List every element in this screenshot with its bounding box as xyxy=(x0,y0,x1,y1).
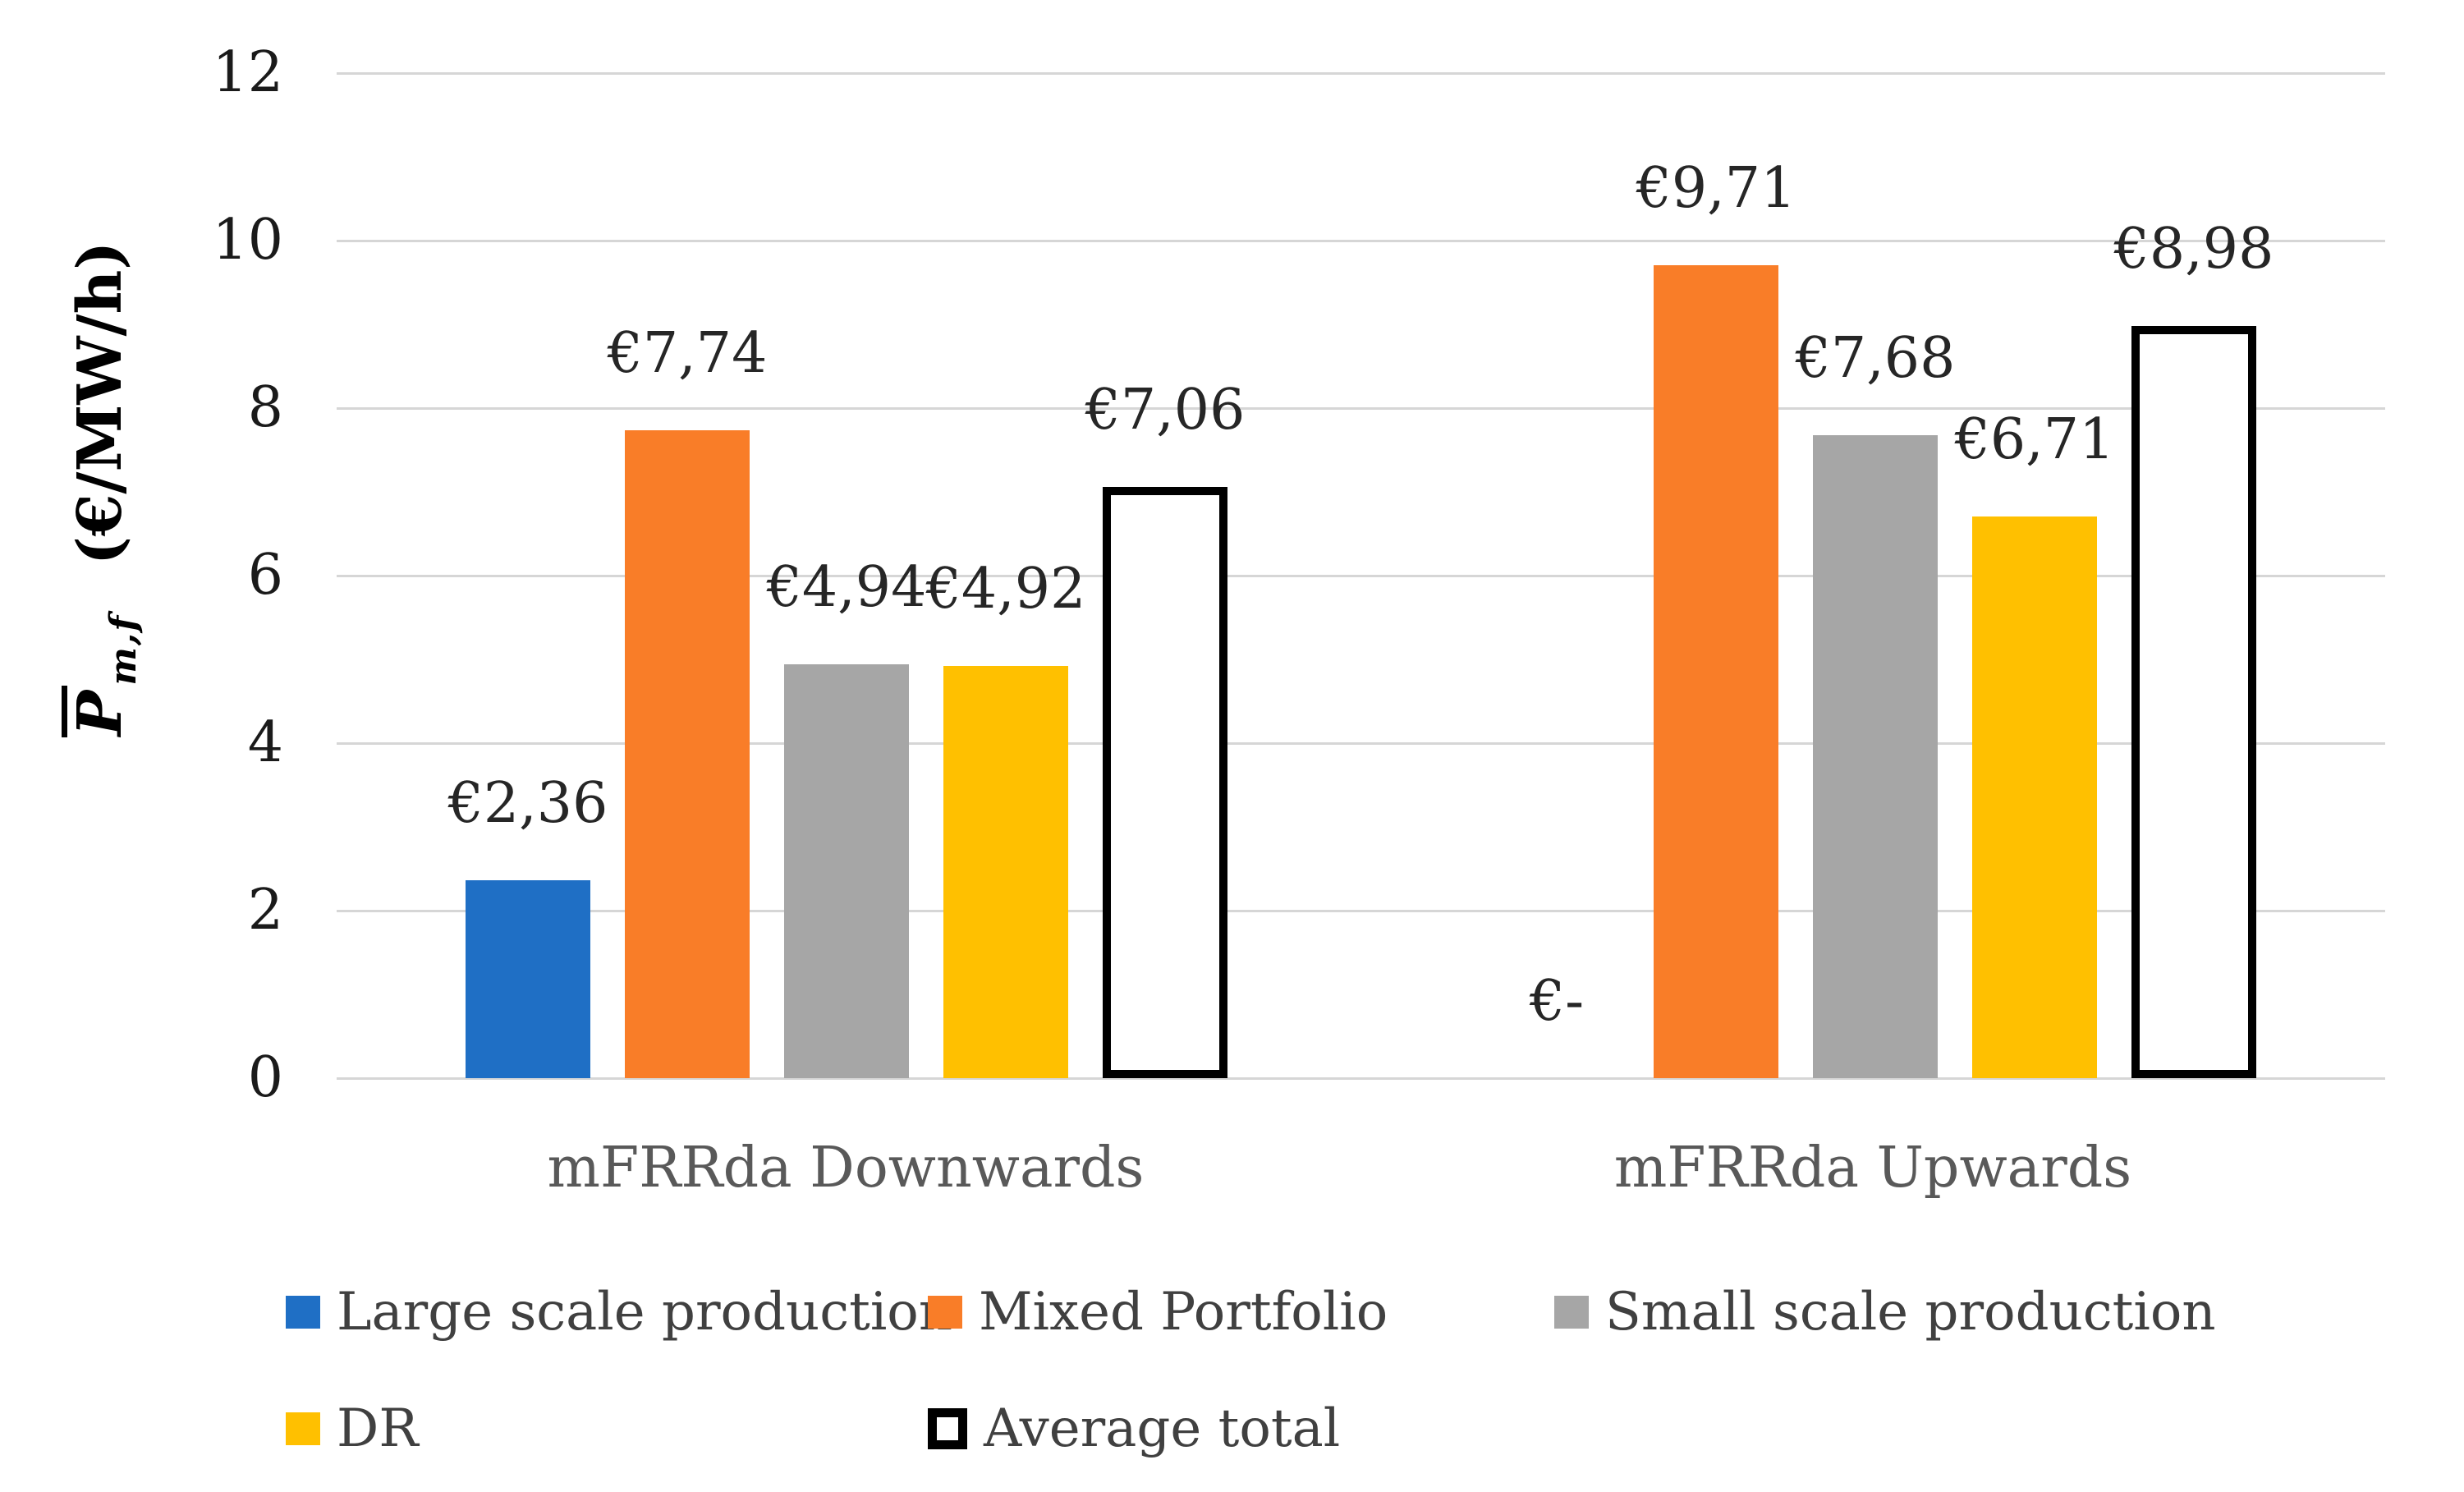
legend-label-Large scale production: Large scale production xyxy=(337,1282,953,1343)
legend-swatch-DR xyxy=(286,1412,320,1445)
bar-mFRRda Downwards-Large scale production xyxy=(466,880,590,1078)
bar-mFRRda Upwards-DR xyxy=(1972,516,2097,1078)
data-label-mFRRda Downwards-Large scale production: €2,36 xyxy=(447,771,608,836)
bar-mFRRda Upwards-Mixed Portfolio xyxy=(1654,265,1778,1078)
legend-swatch-Mixed Portfolio xyxy=(928,1296,962,1329)
legend-swatch-Small scale production xyxy=(1554,1296,1589,1329)
legend-label-Mixed Portfolio: Mixed Portfolio xyxy=(979,1282,1388,1343)
y-tick-label: 0 xyxy=(247,1045,283,1110)
data-label-mFRRda Upwards-Large scale production: €- xyxy=(1529,969,1585,1034)
data-label-mFRRda Upwards-Average total: €8,98 xyxy=(2113,217,2274,282)
legend-label-Small scale production: Small scale production xyxy=(1605,1282,2216,1343)
legend-swatch-Average total xyxy=(928,1408,967,1449)
data-label-mFRRda Upwards-DR: €6,71 xyxy=(1954,407,2115,472)
y-tick-label: 12 xyxy=(212,40,283,105)
data-label-mFRRda Downwards-Average total: €7,06 xyxy=(1085,378,1246,443)
gridline-y-12 xyxy=(337,72,2385,75)
legend-item-Mixed Portfolio: Mixed Portfolio xyxy=(928,1274,1388,1350)
y-tick-label: 2 xyxy=(247,878,283,943)
legend-label-DR: DR xyxy=(337,1398,419,1459)
legend-item-Average total: Average total xyxy=(928,1391,1340,1467)
y-tick-label: 6 xyxy=(247,543,283,608)
legend-swatch-Large scale production xyxy=(286,1296,320,1329)
bar-mFRRda Downwards-DR xyxy=(943,666,1068,1078)
data-label-mFRRda Downwards-Mixed Portfolio: €7,74 xyxy=(607,321,768,386)
bar-mFRRda Downwards-Small scale production xyxy=(784,664,909,1078)
category-label-mFRRda Upwards: mFRRda Upwards xyxy=(1613,1136,2132,1200)
y-tick-label: 4 xyxy=(247,710,283,775)
gridline-y-6 xyxy=(337,575,2385,577)
bar-mFRRda Upwards-Average total xyxy=(2131,326,2256,1078)
gridline-y-10 xyxy=(337,240,2385,242)
gridline-y-4 xyxy=(337,742,2385,745)
bar-mFRRda Downwards-Mixed Portfolio xyxy=(625,430,750,1078)
category-label-mFRRda Downwards: mFRRda Downwards xyxy=(547,1136,1145,1200)
gridline-y-2 xyxy=(337,910,2385,912)
data-label-mFRRda Downwards-Small scale production: €4,94 xyxy=(766,555,927,620)
data-label-mFRRda Upwards-Mixed Portfolio: €9,71 xyxy=(1636,156,1796,221)
gridline-y-0 xyxy=(337,1077,2385,1080)
legend-label-Average total: Average total xyxy=(984,1398,1341,1459)
y-tick-label: 8 xyxy=(247,375,283,440)
legend-item-Large scale production: Large scale production xyxy=(286,1274,952,1350)
y-tick-label: 10 xyxy=(212,208,283,273)
legend-item-Small scale production: Small scale production xyxy=(1554,1274,2216,1350)
bar-mFRRda Downwards-Average total xyxy=(1103,487,1227,1078)
bar-mFRRda Upwards-Small scale production xyxy=(1813,435,1938,1078)
gridline-y-8 xyxy=(337,407,2385,410)
legend-item-DR: DR xyxy=(286,1391,419,1467)
data-label-mFRRda Downwards-DR: €4,92 xyxy=(925,557,1086,622)
data-label-mFRRda Upwards-Small scale production: €7,68 xyxy=(1795,326,1956,391)
